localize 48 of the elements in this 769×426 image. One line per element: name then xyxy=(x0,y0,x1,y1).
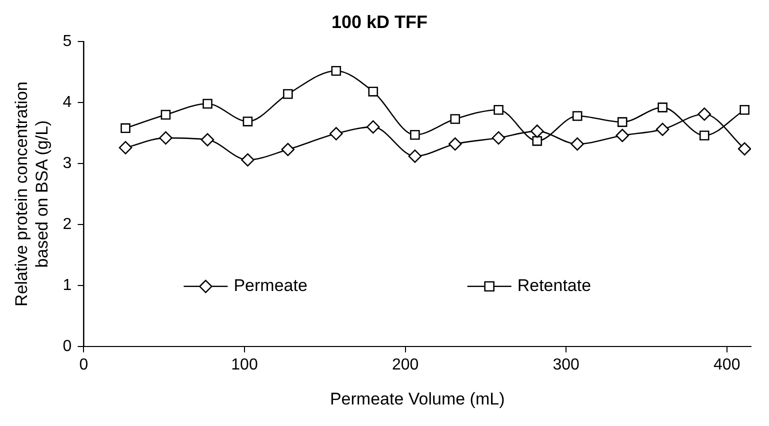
point xyxy=(118,141,132,154)
legend-label: Retentate xyxy=(517,276,592,296)
point xyxy=(242,116,253,126)
point xyxy=(202,98,212,109)
x-axis-title: Permeate Volume (mL) xyxy=(330,389,505,408)
y-tick-label: 4 xyxy=(62,94,72,111)
point xyxy=(572,111,582,121)
point xyxy=(160,110,171,120)
point xyxy=(530,124,544,138)
x-tick-label: 400 xyxy=(714,356,740,374)
y-tick-label: 5 xyxy=(62,33,72,50)
point xyxy=(410,130,420,140)
point xyxy=(408,150,422,163)
point xyxy=(570,137,584,151)
point xyxy=(532,136,542,146)
point xyxy=(241,153,254,167)
point xyxy=(366,120,380,134)
point xyxy=(331,66,342,76)
y-tick-label: 3 xyxy=(62,154,72,172)
point xyxy=(658,102,668,112)
point xyxy=(698,107,712,121)
point xyxy=(368,86,378,96)
point xyxy=(656,122,670,136)
x-tick-label: 300 xyxy=(552,356,580,374)
point xyxy=(450,114,460,124)
point xyxy=(494,104,504,115)
chart-title: 100 kD TFF xyxy=(331,12,428,32)
point xyxy=(283,89,293,99)
point xyxy=(492,131,506,145)
x-tick-label: 0 xyxy=(79,356,88,374)
point xyxy=(448,137,462,151)
point xyxy=(159,131,172,145)
y-tick-label: 2 xyxy=(62,216,72,233)
x-tick-label: 200 xyxy=(392,356,419,374)
point xyxy=(281,142,295,156)
point xyxy=(617,117,628,127)
point xyxy=(738,142,751,156)
point xyxy=(200,133,214,146)
y-tick-label: 0 xyxy=(62,338,72,355)
point xyxy=(120,123,130,134)
x-tick-label: 100 xyxy=(231,356,258,374)
point xyxy=(616,128,630,142)
point xyxy=(740,104,750,115)
legend-label: Permeate xyxy=(234,276,308,296)
y-axis-title: Relative protein concentration based on BSA (g/L) xyxy=(12,82,52,306)
y-tick-label: 1 xyxy=(62,276,72,294)
point xyxy=(699,130,710,140)
point xyxy=(330,127,343,140)
